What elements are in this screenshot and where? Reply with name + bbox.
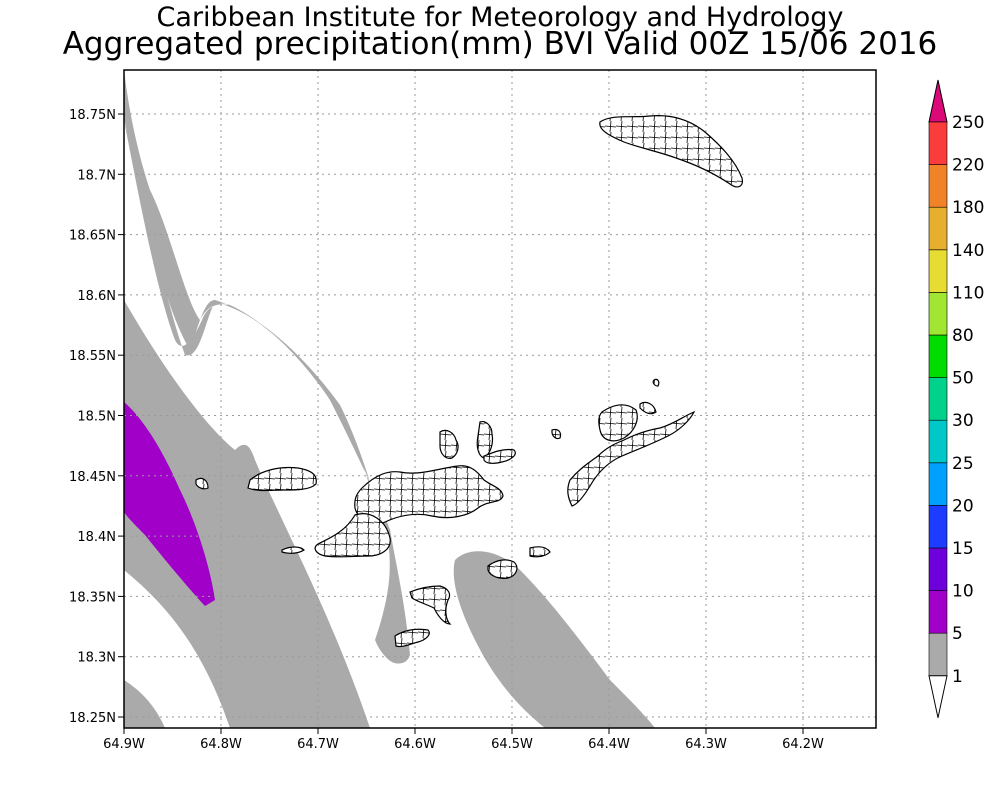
lat-tick-label: 18.65N: [69, 229, 116, 244]
title-product: Aggregated precipitation(mm) BVI Valid 0…: [62, 26, 938, 62]
island-salt: [529, 546, 551, 558]
island-norman: [394, 628, 430, 648]
island-mosquito: [639, 401, 657, 415]
map-frame: [123, 69, 877, 729]
island-great-dog: [551, 428, 562, 440]
colorbar-label: 180: [952, 198, 984, 218]
colorbar-label: 80: [952, 326, 974, 346]
island-sandy-cay: [281, 546, 305, 554]
lat-tick-label: 18.4N: [77, 530, 116, 545]
colorbar-label: 220: [952, 156, 984, 176]
rainfall-layer: [124, 70, 655, 728]
colorbar-segment: [928, 632, 948, 677]
lat-tick-label: 18.7N: [77, 168, 116, 183]
rain-band-1-5mm-southeast: [453, 551, 655, 728]
lon-tick-label: 64.7W: [297, 737, 339, 752]
lon-tick-label: 64.8W: [200, 737, 242, 752]
rain-band-1-5mm-lower: [124, 300, 370, 728]
colorbar-label: 25: [952, 454, 974, 474]
colorbar-segment: [928, 462, 948, 506]
island-great-camanoe: [483, 448, 516, 464]
lat-tick-label: 18.25N: [69, 711, 116, 726]
colorbar-label: 110: [952, 283, 984, 303]
colorbar-segment: [928, 206, 948, 251]
lat-tick-label: 18.3N: [77, 651, 116, 666]
island-peter: [409, 585, 452, 625]
colorbar-label: 30: [952, 411, 974, 431]
colorbar-segment: [928, 164, 948, 208]
colorbar-label: 10: [952, 582, 974, 602]
colorbar-segment: [928, 547, 948, 591]
island-stjohn-west: [314, 513, 391, 558]
island-anegada: [599, 115, 743, 188]
colorbar-label: 5: [952, 624, 963, 644]
longitude-axis: 64.9W 64.8W 64.7W 64.6W 64.5W 64.4W 64.3W 64.2W: [103, 728, 824, 752]
colorbar-segment: [928, 377, 948, 421]
colorbar-segment: [928, 249, 948, 293]
island-beef: [439, 429, 459, 459]
lon-tick-label: 64.3W: [685, 737, 727, 752]
island-virgin-gorda-north: [598, 404, 638, 442]
lat-tick-label: 18.6N: [77, 289, 116, 304]
colorbar-segment: [928, 121, 948, 165]
colorbar-label: 15: [952, 539, 974, 559]
colorbar-segment: [928, 419, 948, 464]
island-jost-van-dyke: [247, 466, 317, 492]
lat-tick-label: 18.55N: [69, 349, 116, 364]
map-gridlines: [124, 70, 876, 728]
colorbar-max-triangle: [928, 79, 948, 123]
lon-tick-label: 64.2W: [782, 737, 824, 752]
island-virgin-gorda: [567, 410, 696, 507]
lat-tick-label: 18.75N: [69, 108, 116, 123]
colorbar-label: 250: [952, 113, 984, 133]
lat-tick-label: 18.35N: [69, 590, 116, 605]
colorbar-segment: [928, 590, 948, 634]
lon-tick-label: 64.4W: [588, 737, 630, 752]
colorbar-label: 20: [952, 496, 974, 516]
latitude-axis: 18.75N 18.7N 18.65N 18.6N 18.55N 18.5N 18.45N 1…: [69, 108, 124, 726]
lat-tick-label: 18.45N: [69, 470, 116, 485]
island-cooper: [487, 559, 518, 580]
lon-tick-label: 64.6W: [394, 737, 436, 752]
colorbar-label: 140: [952, 241, 984, 261]
lon-tick-label: 64.9W: [103, 737, 145, 752]
islands-layer: [195, 115, 743, 648]
island-little-thatch: [195, 477, 209, 490]
colorbar-min-triangle: [928, 675, 948, 718]
island-saba-rock: [652, 378, 660, 387]
lat-tick-label: 18.5N: [77, 410, 116, 425]
rain-band-1-5mm-southwest: [124, 680, 165, 728]
colorbar-segment: [928, 505, 948, 549]
rain-band-5-10mm: [124, 402, 215, 606]
island-tortola: [354, 465, 504, 525]
colorbar-segment: [928, 292, 948, 336]
colorbar-label: 1: [952, 667, 963, 687]
island-guana: [476, 421, 494, 459]
title-institute: Caribbean Institute for Meteorology and …: [156, 2, 844, 33]
colorbar-label: 50: [952, 369, 974, 389]
lon-tick-label: 64.5W: [491, 737, 533, 752]
colorbar-segment: [928, 334, 948, 378]
